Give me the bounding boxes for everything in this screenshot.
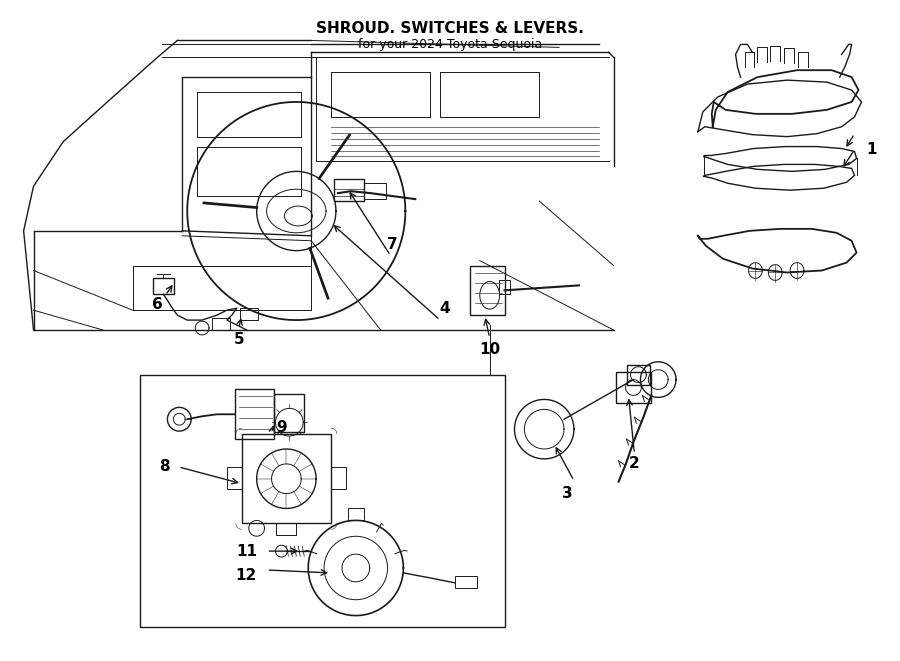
Bar: [242, 434, 331, 524]
Bar: [152, 278, 175, 294]
Text: 9: 9: [276, 420, 287, 435]
Bar: [470, 266, 505, 315]
Text: 6: 6: [152, 297, 163, 312]
Bar: [140, 375, 505, 627]
Text: SHROUD. SWITCHES & LEVERS.: SHROUD. SWITCHES & LEVERS.: [316, 20, 584, 36]
Bar: [227, 467, 242, 488]
Bar: [212, 318, 230, 330]
Text: 4: 4: [440, 301, 450, 316]
Text: 12: 12: [235, 568, 256, 584]
Bar: [334, 179, 364, 201]
Text: 1: 1: [866, 142, 877, 157]
Text: 10: 10: [479, 342, 500, 358]
Text: 2: 2: [629, 456, 640, 471]
Bar: [364, 183, 385, 199]
Text: 11: 11: [236, 543, 257, 559]
Text: for your 2024 Toyota Sequoia: for your 2024 Toyota Sequoia: [358, 38, 542, 52]
Text: 8: 8: [159, 459, 170, 475]
Text: 7: 7: [387, 237, 398, 253]
Bar: [626, 365, 651, 385]
Bar: [331, 467, 346, 488]
Bar: [499, 280, 510, 294]
Bar: [616, 371, 652, 403]
Text: 5: 5: [233, 332, 244, 348]
Text: 3: 3: [562, 486, 572, 501]
Bar: [455, 576, 477, 588]
Bar: [276, 524, 296, 535]
Bar: [235, 389, 274, 439]
Bar: [239, 308, 257, 320]
Bar: [274, 395, 304, 432]
Bar: [348, 508, 364, 520]
